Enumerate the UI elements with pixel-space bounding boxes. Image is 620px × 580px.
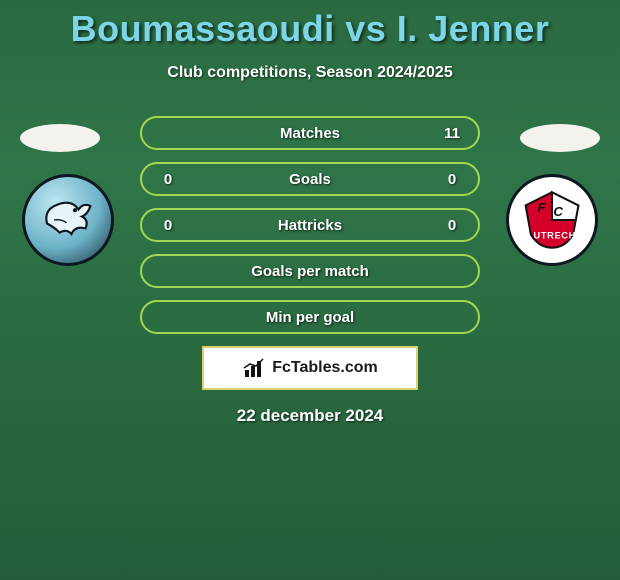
comparison-subtitle: Club competitions, Season 2024/2025 (0, 64, 620, 82)
brand-text: FcTables.com (272, 359, 378, 377)
stat-right-value: 11 (440, 125, 464, 142)
stat-row: Goals per match (140, 254, 480, 288)
stat-right-value: 0 (440, 171, 464, 188)
comparison-title: Boumassaoudi vs I. Jenner (0, 0, 620, 50)
brand-box[interactable]: FcTables.com (202, 346, 418, 390)
comparison-date: 22 december 2024 (0, 406, 620, 426)
stat-label: Hattricks (142, 217, 478, 234)
dragon-crest-icon (33, 185, 103, 255)
stat-left-value (156, 125, 180, 142)
utrecht-crest-icon: F C UTRECHT (519, 187, 585, 253)
club-crest-left (22, 174, 114, 266)
svg-text:C: C (553, 204, 563, 219)
stat-left-value (156, 309, 180, 326)
stat-row: 0 Hattricks 0 (140, 208, 480, 242)
svg-text:F: F (537, 200, 546, 215)
stat-label: Goals per match (142, 263, 478, 280)
stat-right-value: 0 (440, 217, 464, 234)
stat-label: Goals (142, 171, 478, 188)
stat-row: Matches 11 (140, 116, 480, 150)
stat-left-value: 0 (156, 217, 180, 234)
stat-left-value: 0 (156, 171, 180, 188)
stat-row: 0 Goals 0 (140, 162, 480, 196)
player-photo-right (520, 124, 600, 152)
stat-label: Matches (142, 125, 478, 142)
bar-chart-icon (242, 356, 266, 380)
stat-right-value (440, 309, 464, 326)
club-crest-right: F C UTRECHT (506, 174, 598, 266)
svg-text:UTRECHT: UTRECHT (534, 230, 583, 240)
stat-label: Min per goal (142, 309, 478, 326)
player-photo-left (20, 124, 100, 152)
stat-row: Min per goal (140, 300, 480, 334)
stat-right-value (440, 263, 464, 280)
stat-left-value (156, 263, 180, 280)
